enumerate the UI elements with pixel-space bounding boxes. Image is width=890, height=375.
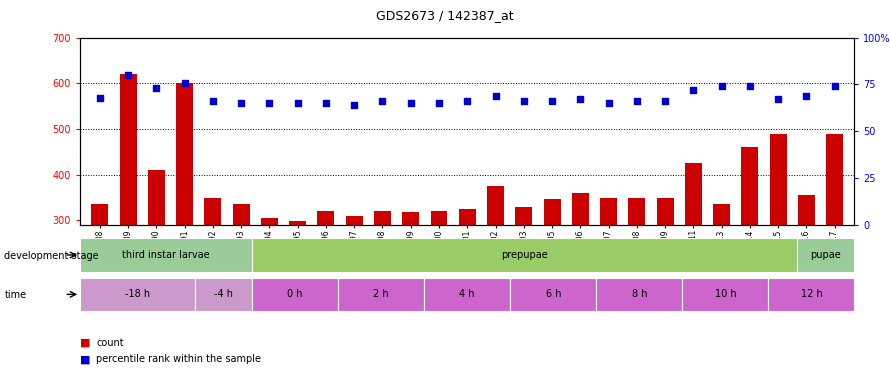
Bar — [571, 193, 589, 358]
Point — [432, 100, 446, 106]
Point — [715, 83, 729, 89]
Bar — [431, 211, 448, 358]
Bar — [338, 278, 425, 311]
Text: pupae: pupae — [811, 250, 841, 260]
Bar — [657, 198, 674, 358]
Text: ■: ■ — [80, 338, 91, 348]
Bar — [205, 198, 222, 358]
Bar — [713, 204, 730, 358]
Text: 2 h: 2 h — [374, 290, 389, 299]
Bar — [544, 199, 561, 358]
Bar — [232, 204, 250, 358]
Point — [376, 98, 390, 104]
Bar — [176, 83, 193, 358]
Text: GDS2673 / 142387_at: GDS2673 / 142387_at — [376, 9, 514, 22]
Point — [545, 98, 559, 104]
Point — [150, 85, 164, 91]
Point — [93, 94, 107, 100]
Point — [573, 96, 587, 102]
Text: 4 h: 4 h — [459, 290, 475, 299]
Point — [828, 83, 842, 89]
Bar — [683, 278, 768, 311]
Bar — [80, 238, 252, 272]
Point — [403, 100, 417, 106]
Point — [743, 83, 757, 89]
Bar — [510, 278, 596, 311]
Point — [290, 100, 304, 106]
Bar — [826, 134, 843, 358]
Point — [234, 100, 248, 106]
Text: -4 h: -4 h — [214, 290, 233, 299]
Text: time: time — [4, 290, 27, 300]
Text: ■: ■ — [80, 354, 91, 364]
Text: percentile rank within the sample: percentile rank within the sample — [96, 354, 261, 364]
Bar — [684, 163, 702, 358]
Bar — [195, 278, 252, 311]
Point — [630, 98, 644, 104]
Point — [347, 102, 361, 108]
Text: prepupae: prepupae — [501, 250, 548, 260]
Point — [686, 87, 700, 93]
Bar — [289, 221, 306, 358]
Text: third instar larvae: third instar larvae — [122, 250, 210, 260]
Bar — [252, 238, 797, 272]
Bar — [515, 207, 532, 358]
Point — [517, 98, 531, 104]
Bar — [80, 278, 195, 311]
Point — [121, 72, 135, 78]
Point — [799, 93, 813, 99]
Bar — [600, 198, 617, 358]
Point — [489, 93, 503, 99]
Bar — [252, 278, 338, 311]
Bar — [92, 204, 109, 358]
Point — [319, 100, 333, 106]
Bar — [148, 170, 165, 358]
Bar — [318, 211, 335, 358]
Point — [263, 100, 277, 106]
Bar — [119, 74, 137, 358]
Bar — [345, 216, 363, 358]
Point — [602, 100, 616, 106]
Text: 6 h: 6 h — [546, 290, 561, 299]
Point — [460, 98, 474, 104]
Point — [658, 98, 672, 104]
Text: 0 h: 0 h — [287, 290, 303, 299]
Bar — [458, 209, 476, 358]
Bar — [768, 278, 854, 311]
Bar — [261, 218, 278, 358]
Point — [177, 80, 191, 86]
Text: 10 h: 10 h — [715, 290, 736, 299]
Bar — [741, 147, 758, 358]
Bar — [797, 195, 815, 358]
Text: 12 h: 12 h — [800, 290, 822, 299]
Text: 8 h: 8 h — [632, 290, 647, 299]
Bar — [374, 211, 391, 358]
Text: development stage: development stage — [4, 251, 99, 261]
Bar — [596, 278, 683, 311]
Bar — [487, 186, 504, 358]
Point — [771, 96, 785, 102]
Bar — [425, 278, 510, 311]
Text: count: count — [96, 338, 124, 348]
Bar — [402, 212, 419, 358]
Point — [206, 98, 220, 104]
Bar — [770, 134, 787, 358]
Text: -18 h: -18 h — [125, 290, 150, 299]
Bar — [628, 198, 645, 358]
Bar — [797, 238, 854, 272]
